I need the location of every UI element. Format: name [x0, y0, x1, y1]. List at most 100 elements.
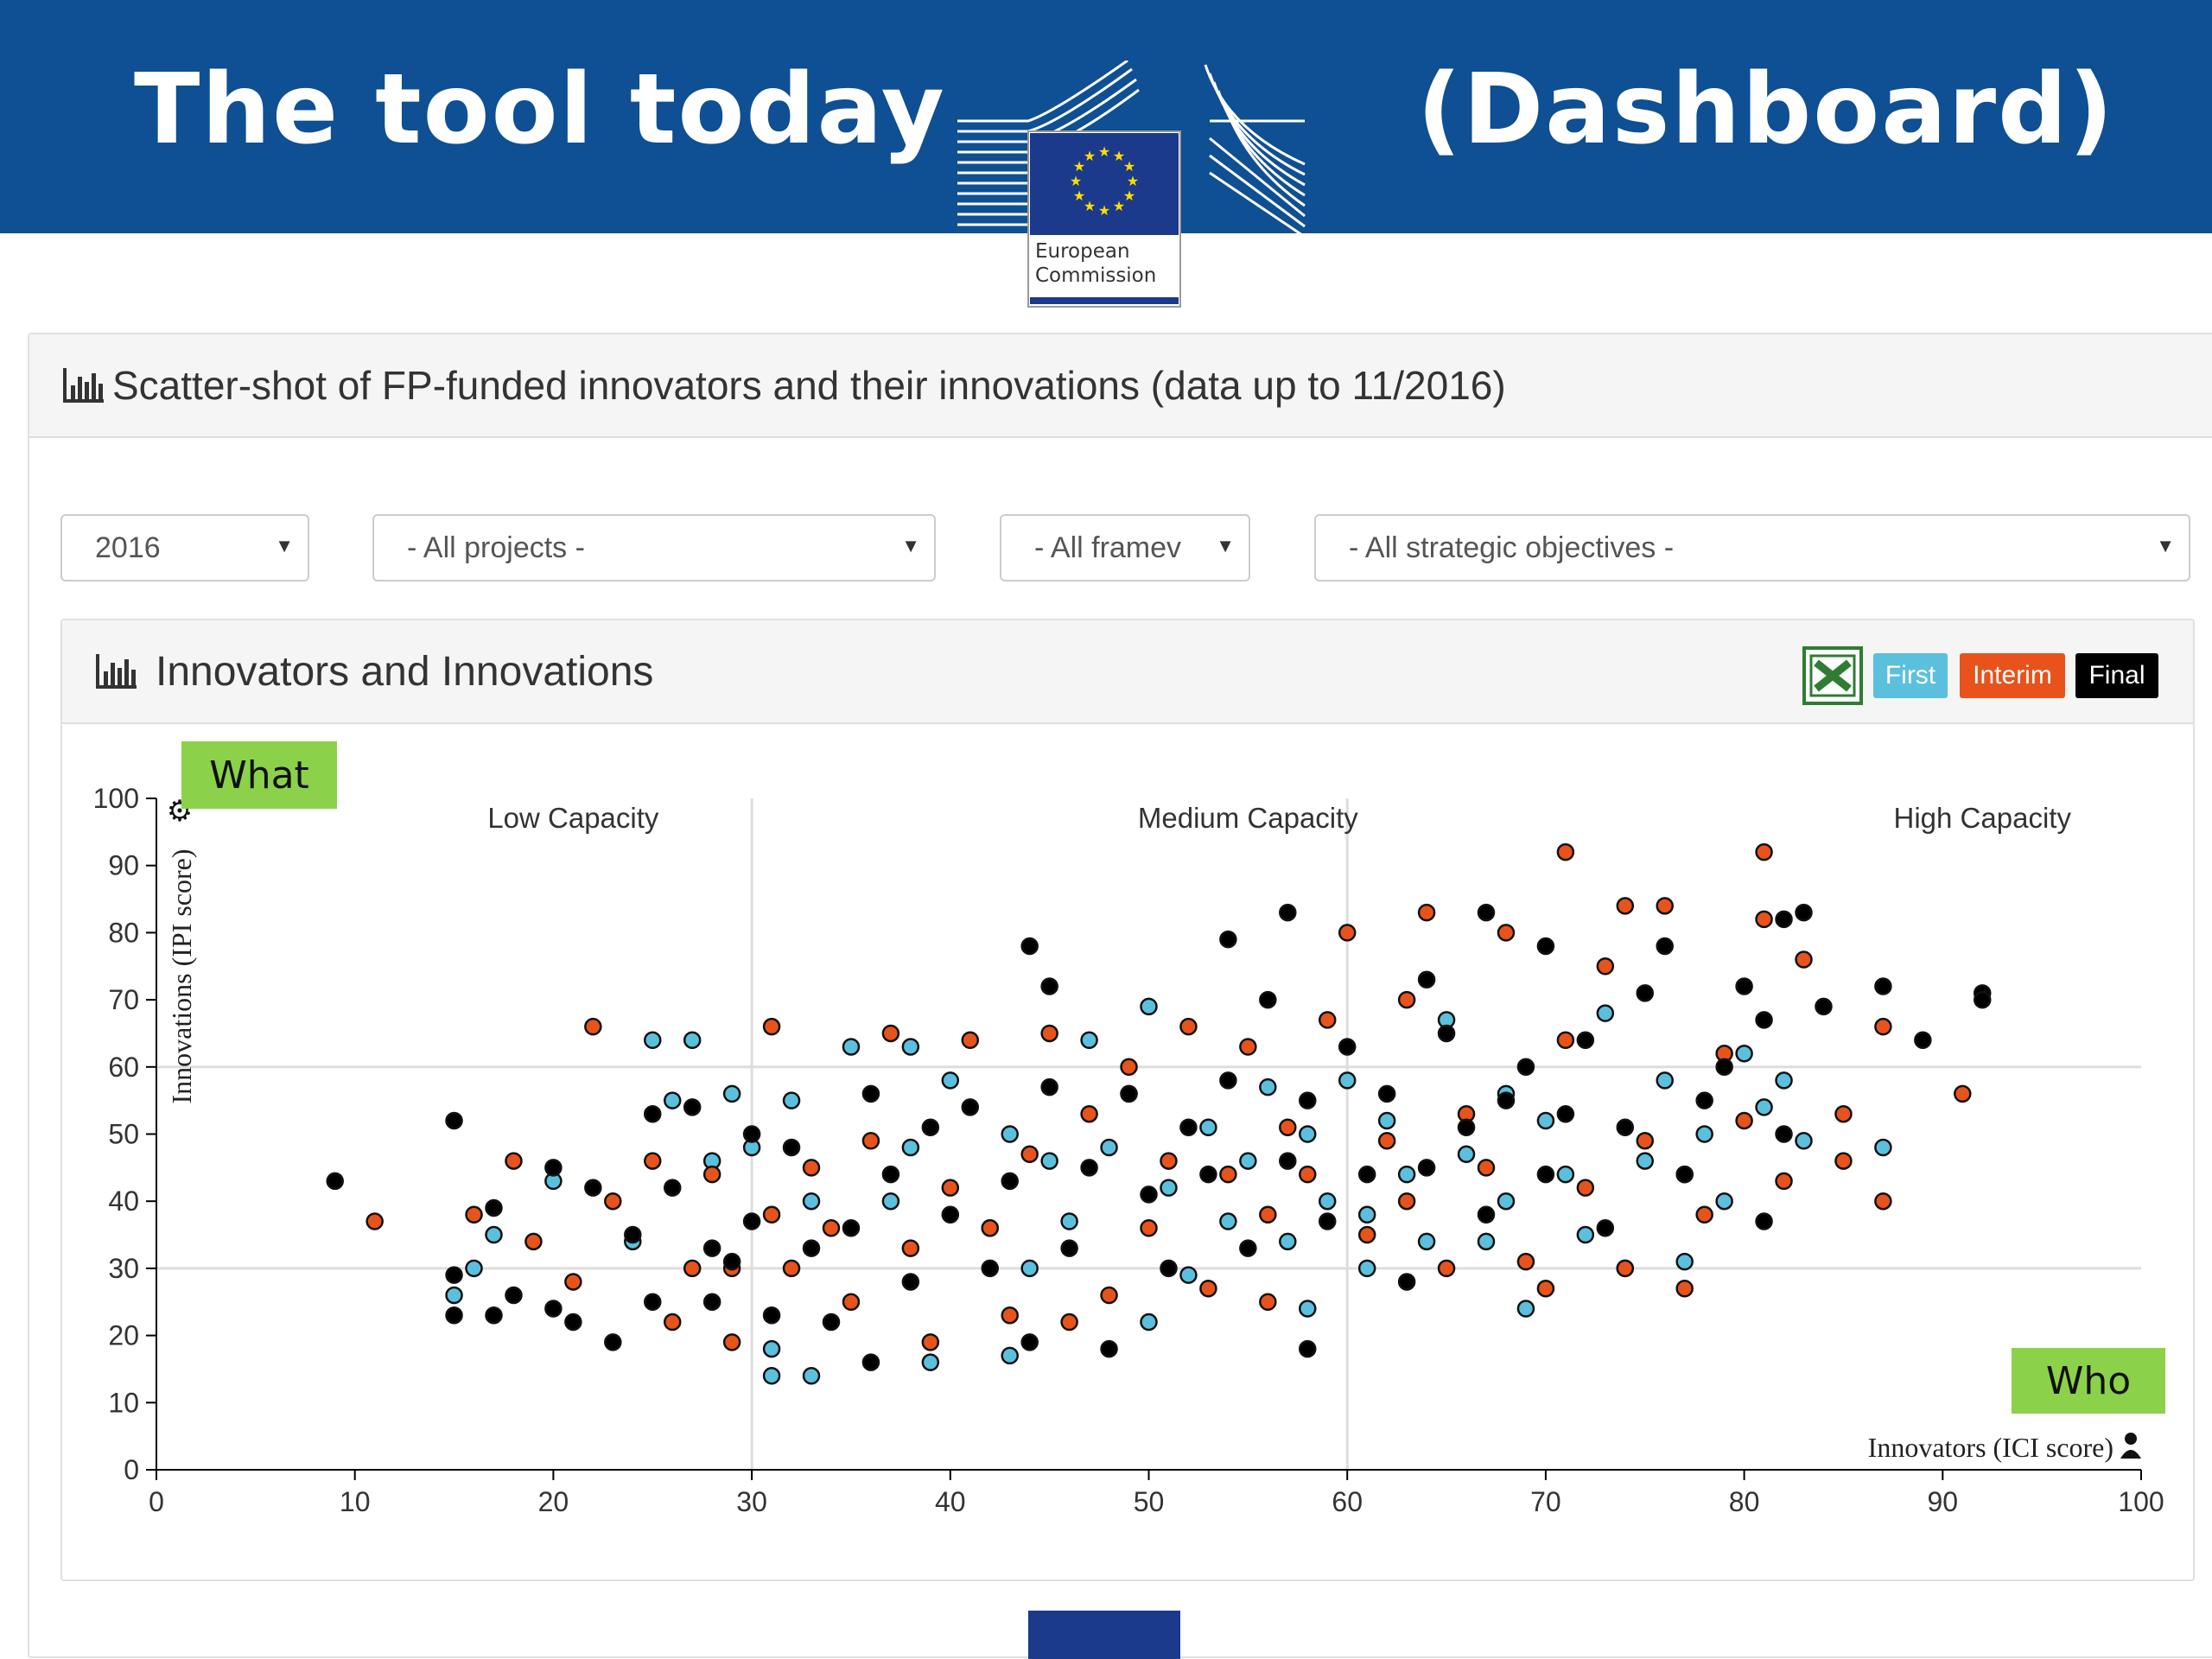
y-tick-label: 70: [108, 984, 139, 1015]
legend-first-button[interactable]: First: [1873, 653, 1948, 698]
data-point-first: [802, 1366, 821, 1385]
data-point-final: [742, 1125, 761, 1143]
data-point-final: [1695, 1091, 1713, 1109]
data-point-interim: [782, 1259, 801, 1278]
x-tick-label: 90: [1928, 1486, 1959, 1517]
y-tick-label: 50: [108, 1119, 139, 1150]
data-point-final: [1457, 1118, 1476, 1136]
data-point-interim: [1636, 1132, 1654, 1150]
data-point-first: [1040, 1152, 1058, 1170]
data-point-first: [1536, 1111, 1555, 1130]
data-point-interim: [1259, 1205, 1277, 1224]
data-point-final: [1120, 1084, 1138, 1103]
x-tick-label: 30: [736, 1486, 767, 1517]
data-point-first: [762, 1366, 781, 1385]
data-point-final: [1160, 1259, 1178, 1278]
data-point-final: [1001, 1172, 1019, 1191]
data-point-interim: [1755, 910, 1773, 929]
data-point-interim: [1357, 1225, 1376, 1244]
chevron-down-icon: ▼: [2156, 535, 2175, 556]
data-point-interim: [1616, 1259, 1635, 1278]
framework-select-value: - All framev: [1034, 531, 1182, 564]
data-point-first: [1299, 1300, 1317, 1318]
y-tick-label: 0: [124, 1454, 139, 1485]
data-point-interim: [802, 1159, 821, 1177]
y-tick-label: 40: [108, 1185, 139, 1217]
data-point-interim: [1199, 1279, 1217, 1298]
data-point-first: [1516, 1300, 1535, 1318]
data-point-interim: [1417, 903, 1436, 922]
data-point-interim: [961, 1031, 980, 1049]
data-point-final: [1140, 1185, 1158, 1204]
data-point-interim: [1001, 1306, 1019, 1325]
data-point-interim: [901, 1239, 920, 1257]
data-point-interim: [1259, 1293, 1277, 1311]
data-point-first: [1675, 1252, 1694, 1271]
y-tick-label: 90: [108, 850, 139, 881]
legend-final-button[interactable]: Final: [2075, 653, 2158, 698]
year-select[interactable]: 2016 ▼: [60, 514, 309, 582]
data-point-final: [1815, 997, 1833, 1016]
data-point-interim: [683, 1259, 702, 1278]
slide-title-left: The tool today: [134, 54, 946, 166]
data-point-first: [1357, 1259, 1376, 1278]
data-point-interim: [663, 1313, 682, 1332]
data-point-final: [1973, 990, 1992, 1009]
data-point-first: [1100, 1138, 1118, 1157]
data-point-final: [1080, 1159, 1098, 1177]
data-point-final: [802, 1239, 821, 1257]
strategic-objectives-select[interactable]: - All strategic objectives - ▼: [1314, 514, 2190, 582]
data-point-final: [822, 1313, 841, 1332]
data-point-final: [1775, 1125, 1793, 1143]
data-point-interim: [702, 1165, 721, 1184]
bar-chart-icon: [96, 654, 137, 689]
data-point-interim: [941, 1179, 960, 1197]
data-point-final: [326, 1172, 344, 1191]
data-point-final: [564, 1313, 582, 1332]
user-icon: [2125, 1433, 2137, 1445]
data-point-first: [1497, 1192, 1516, 1211]
data-point-interim: [1735, 1111, 1753, 1130]
data-point-interim: [1279, 1118, 1297, 1136]
data-point-final: [722, 1252, 741, 1271]
x-tick-label: 80: [1729, 1486, 1760, 1517]
data-point-interim: [1556, 842, 1575, 861]
footer-block: [1028, 1611, 1180, 1659]
data-point-interim: [921, 1333, 940, 1351]
logo-text-line1: European: [1035, 240, 1130, 263]
excel-export-button[interactable]: [1802, 646, 1863, 705]
data-point-interim: [1516, 1252, 1535, 1271]
x-tick-label: 50: [1134, 1486, 1165, 1517]
projects-select[interactable]: - All projects - ▼: [372, 514, 936, 582]
data-point-first: [1874, 1138, 1892, 1157]
data-point-interim: [1060, 1313, 1078, 1332]
data-point-first: [1259, 1077, 1277, 1096]
data-point-first: [1576, 1225, 1595, 1244]
chevron-down-icon: ▼: [901, 535, 920, 556]
data-point-first: [1080, 1031, 1098, 1049]
slide-title-right: (Dashboard): [1417, 54, 2115, 166]
data-point-final: [1536, 937, 1555, 956]
legend-interim-button[interactable]: Interim: [1960, 653, 2065, 698]
data-point-final: [1755, 1011, 1773, 1029]
data-point-first: [1318, 1192, 1337, 1211]
framework-select[interactable]: - All framev ▼: [1000, 514, 1250, 582]
data-point-first: [485, 1225, 503, 1244]
data-point-interim: [564, 1273, 582, 1291]
data-point-first: [1556, 1165, 1575, 1184]
data-point-interim: [762, 1017, 781, 1036]
legend-first-label: First: [1885, 661, 1936, 690]
strategic-objectives-select-value: - All strategic objectives -: [1349, 531, 1675, 564]
data-point-interim: [1477, 1159, 1496, 1177]
data-point-final: [1636, 984, 1654, 1002]
data-point-final: [1874, 977, 1892, 995]
data-point-final: [1775, 910, 1793, 929]
data-point-interim: [1656, 897, 1674, 915]
data-point-final: [1675, 1165, 1694, 1184]
region-label: Low Capacity: [487, 802, 659, 834]
data-point-first: [1417, 1232, 1436, 1251]
data-point-interim: [1755, 842, 1773, 861]
region-label: Medium Capacity: [1138, 802, 1358, 834]
data-point-final: [683, 1098, 702, 1116]
projects-select-value: - All projects -: [407, 531, 585, 564]
